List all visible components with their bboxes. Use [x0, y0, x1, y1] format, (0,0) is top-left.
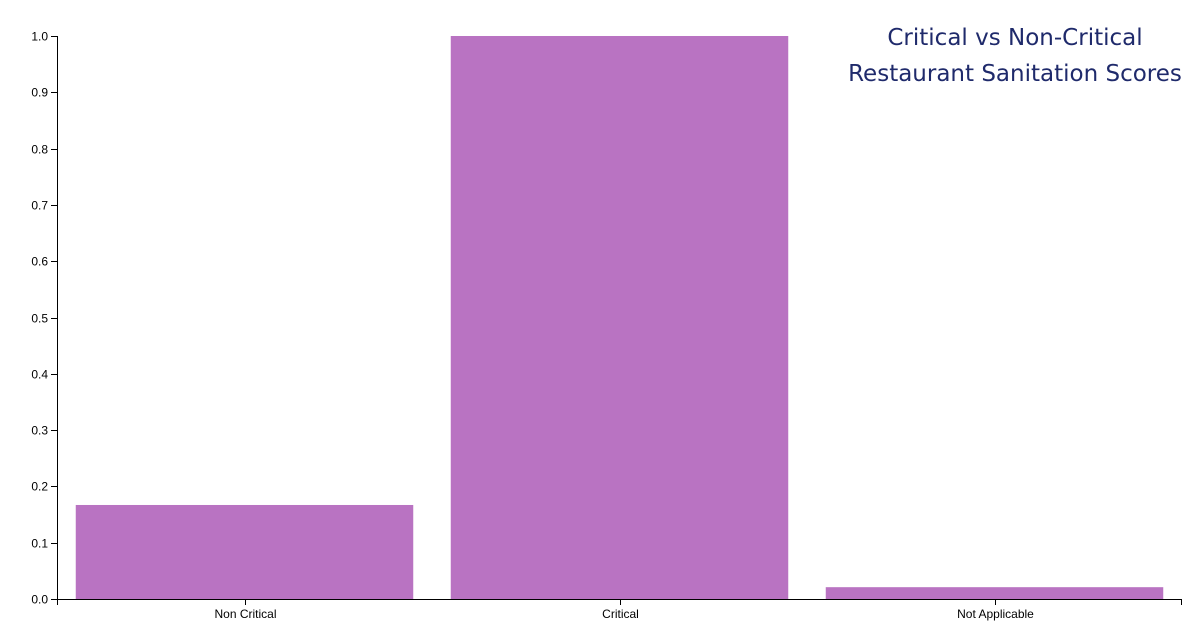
y-tick-label: 0.0 — [31, 593, 48, 607]
bar-not-applicable — [825, 587, 1164, 599]
bar-critical — [450, 36, 789, 599]
x-tick-label: Critical — [602, 607, 639, 621]
y-tick-label: 0.2 — [31, 480, 48, 494]
x-tick-label: Non Critical — [214, 607, 276, 621]
y-tick-label: 0.8 — [31, 143, 48, 157]
chart-title-line-1: Critical vs Non-Critical — [887, 25, 1142, 51]
y-tick-label: 1.0 — [31, 30, 48, 44]
y-tick-label: 0.4 — [31, 368, 48, 382]
y-tick-label: 0.5 — [31, 312, 48, 326]
y-tick-label: 0.1 — [31, 537, 48, 551]
bar-non-critical — [75, 504, 414, 599]
x-axis: Non Critical Critical Not Applicable — [57, 599, 1182, 621]
x-tick-label: Not Applicable — [957, 607, 1034, 621]
y-axis: 0.0 0.1 0.2 0.3 0.4 0.5 0.6 0.7 0.8 0.9 1.0 — [31, 30, 58, 607]
y-tick-label: 0.9 — [31, 86, 48, 100]
y-tick-label: 0.7 — [31, 199, 48, 213]
chart-title-line-2: Restaurant Sanitation Scores — [848, 61, 1182, 87]
y-tick-label: 0.3 — [31, 424, 48, 438]
y-tick-label: 0.6 — [31, 255, 48, 269]
bars-layer — [75, 36, 1164, 599]
